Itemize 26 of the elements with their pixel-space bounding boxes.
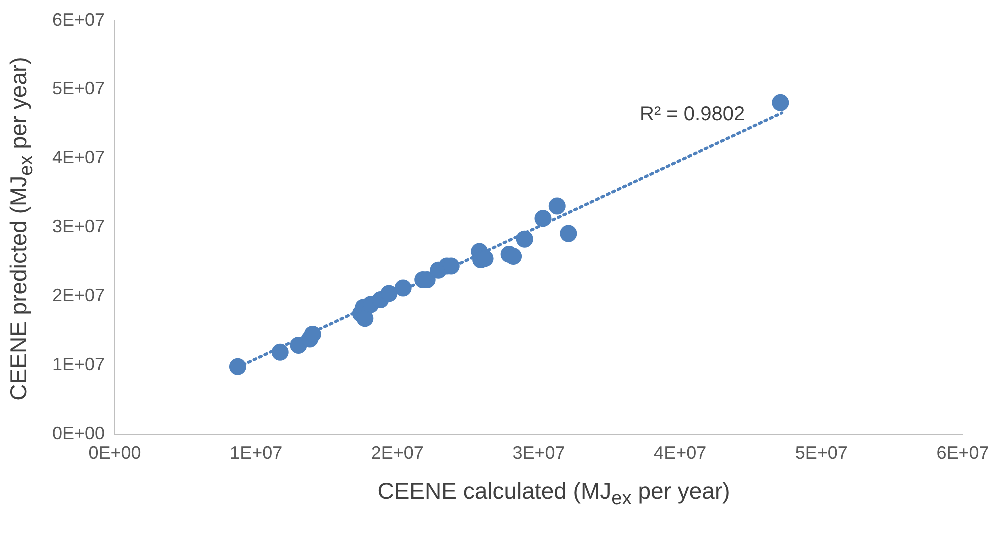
point bbox=[229, 358, 246, 376]
point bbox=[560, 225, 578, 242]
point bbox=[516, 230, 534, 248]
point bbox=[394, 280, 412, 297]
y-tick-label: 4E+07 bbox=[52, 148, 105, 168]
y-tick-label: 2E+07 bbox=[52, 286, 105, 306]
y-tick-label: 1E+07 bbox=[52, 354, 105, 374]
annotation: R² = 0.9802 bbox=[640, 104, 746, 126]
x-tick-label: 5E+07 bbox=[795, 443, 848, 464]
x-axis-title: CEENE calculated (MJ$_{ex}$ per year) bbox=[376, 478, 732, 511]
y-tick-label: 0E+00 bbox=[52, 423, 105, 444]
x-tick-label: 0E+00 bbox=[88, 443, 142, 464]
x-tick-label: 2E+07 bbox=[371, 443, 424, 464]
x-tick-label: 4E+07 bbox=[654, 443, 707, 464]
point bbox=[304, 326, 322, 343]
point bbox=[380, 285, 398, 302]
y-tick-label: 3E+07 bbox=[52, 216, 105, 237]
point bbox=[772, 94, 790, 112]
point bbox=[548, 198, 566, 215]
y-tick-label: 6E+07 bbox=[52, 10, 105, 30]
point bbox=[534, 210, 552, 228]
y-tick-label: 5E+07 bbox=[52, 78, 105, 99]
point bbox=[272, 344, 289, 361]
x-tick-label: 3E+07 bbox=[512, 443, 566, 464]
x-tick-label: 1E+07 bbox=[230, 443, 283, 464]
x-tick-label: 6E+07 bbox=[936, 443, 990, 464]
